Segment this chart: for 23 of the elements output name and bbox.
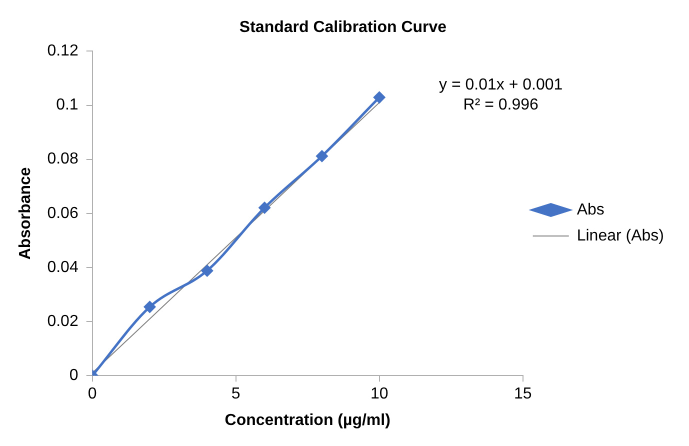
- annotation: y = 0.01x + 0.001: [439, 76, 563, 94]
- y-tick-label: 0.06: [47, 204, 78, 222]
- point: [144, 301, 156, 313]
- y-tick-label: 0.12: [47, 42, 78, 60]
- legend-label: Linear (Abs): [576, 227, 664, 244]
- legend-label: Abs: [576, 201, 604, 218]
- y-axis-title: Absorbance: [17, 167, 34, 260]
- x-tick-label: 5: [231, 386, 240, 403]
- annotation: R² = 0.996: [463, 96, 539, 114]
- point: [316, 150, 328, 162]
- x-tick-label: 0: [88, 386, 97, 403]
- point: [201, 264, 213, 276]
- x-axis-title: Concentration (µg/ml): [224, 412, 390, 429]
- y-tick-label: 0.08: [47, 150, 78, 168]
- y-tick-label: 0.1: [56, 96, 78, 114]
- point: [374, 92, 386, 104]
- y-tick-label: 0.04: [47, 258, 78, 276]
- y-tick-label: 0: [69, 367, 78, 384]
- y-tick-label: 0.02: [47, 312, 78, 330]
- chart-title: Standard Calibration Curve: [239, 19, 447, 36]
- x-tick-label: 15: [514, 386, 532, 403]
- x-tick-label: 10: [370, 386, 388, 403]
- point: [258, 202, 270, 214]
